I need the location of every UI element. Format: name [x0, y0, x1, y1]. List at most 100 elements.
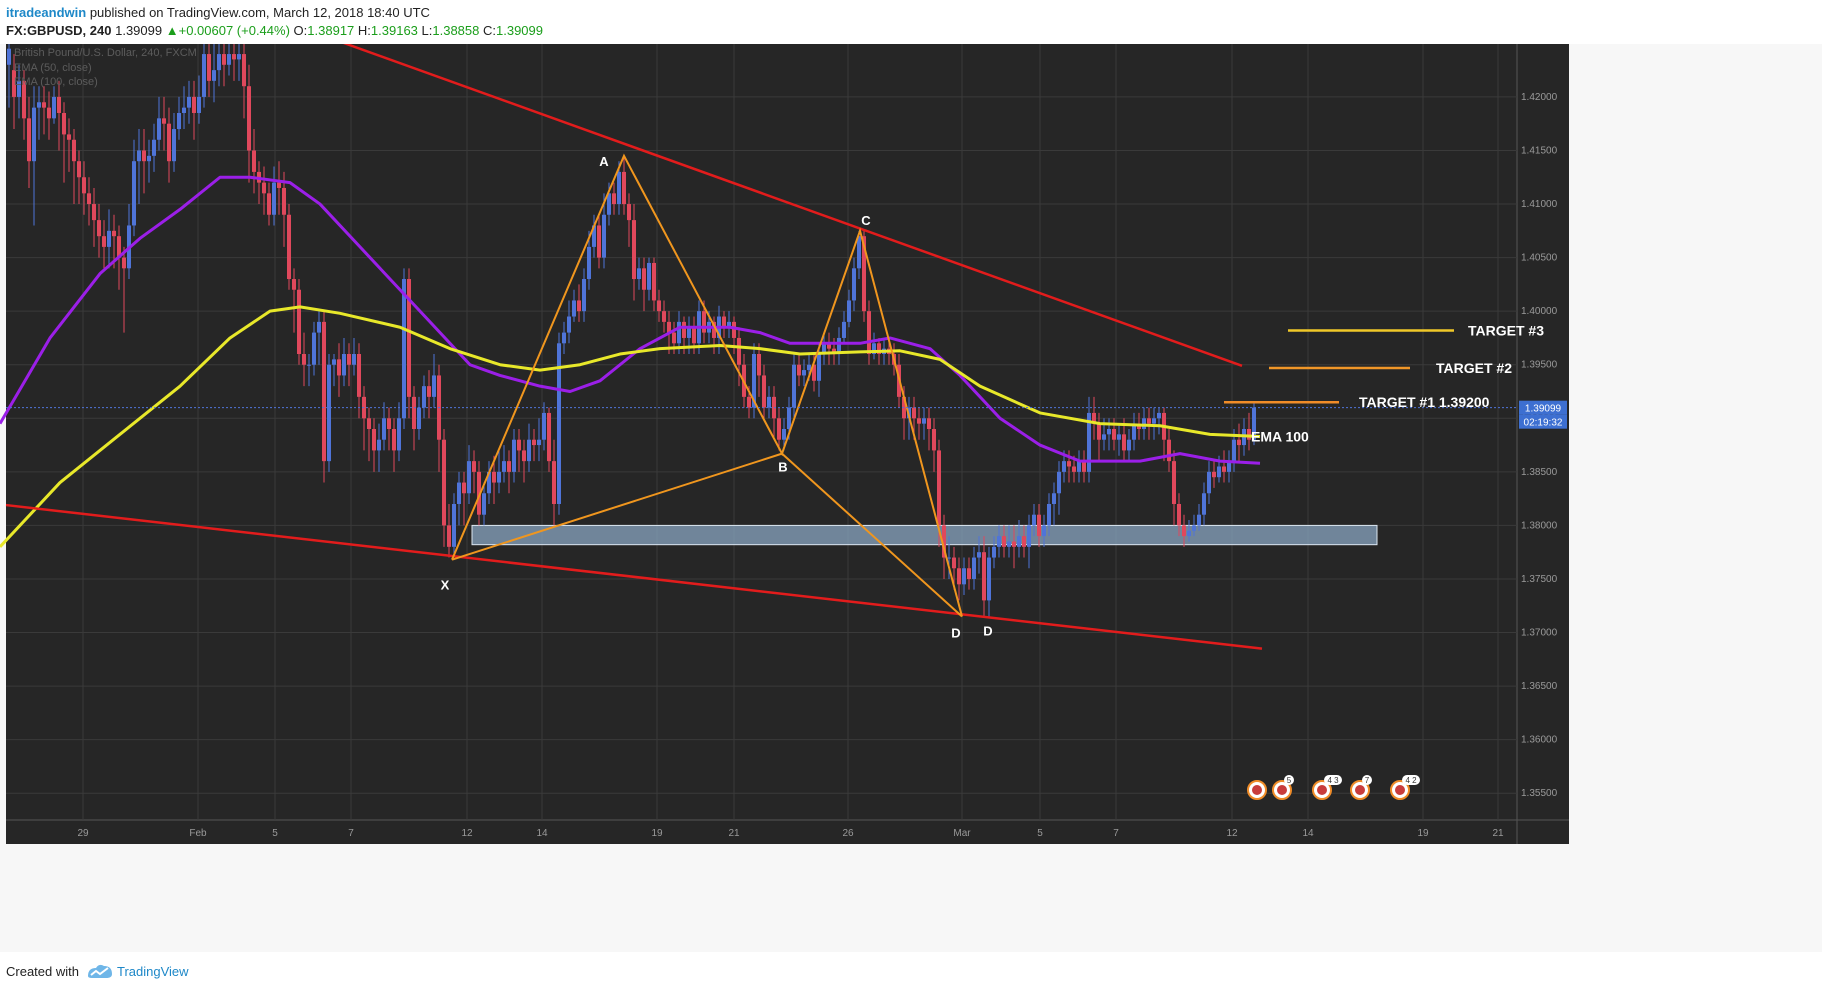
candle-body: [942, 525, 946, 558]
candle-body: [497, 471, 501, 483]
y-tick-label: 1.41000: [1521, 199, 1558, 210]
candle-down: [1237, 423, 1241, 462]
event-badge-count: 5: [1287, 776, 1292, 785]
candle-down: [77, 150, 81, 205]
candle-body: [1132, 423, 1136, 440]
candle-body: [237, 54, 241, 60]
candle-body: [987, 557, 991, 601]
candle-down: [282, 171, 286, 247]
pattern-point-label: C: [861, 213, 871, 228]
pattern-xb-line: [451, 452, 783, 561]
candle-body: [667, 321, 671, 333]
event-badge-count: 7: [1365, 776, 1370, 785]
candle-body: [1202, 493, 1206, 515]
price-chart[interactable]: 1.35500 1.36000 1.36500 1.37000 1.37500 1.380…: [0, 44, 1822, 952]
candle-down: [447, 503, 451, 558]
candle-body: [1087, 412, 1091, 472]
candle-up: [767, 386, 771, 419]
last-price-tag: [1519, 400, 1567, 415]
candle-body: [432, 375, 436, 397]
candle-body: [342, 354, 346, 376]
target-label: TARGET #2: [1436, 360, 1512, 376]
candle-body: [807, 364, 811, 371]
open-label: O:: [293, 23, 308, 38]
candle-body: [677, 321, 681, 344]
candle-up: [457, 471, 461, 526]
candle-body: [1082, 461, 1086, 472]
x-tick-label: 19: [651, 828, 663, 839]
candle-body: [277, 182, 281, 188]
candle-up: [487, 461, 491, 504]
candle-body: [597, 225, 601, 258]
candle-up: [992, 536, 996, 569]
candle-down: [577, 284, 581, 322]
candle-body: [552, 461, 556, 504]
candle-body: [622, 171, 626, 205]
candle-up: [272, 166, 276, 226]
candle-down: [232, 44, 236, 81]
candle-body: [852, 268, 856, 301]
candle-body: [307, 364, 311, 366]
candle-down: [982, 536, 986, 617]
candle-up: [1187, 520, 1191, 542]
candle-body: [627, 204, 631, 221]
candle-body: [602, 214, 606, 258]
candle-body: [222, 54, 226, 65]
candle-body: [1197, 514, 1201, 526]
candle-down: [92, 187, 96, 247]
x-tick-label: 21: [1492, 828, 1504, 839]
candle-body: [1192, 525, 1196, 531]
x-tick-label: 21: [728, 828, 740, 839]
candle-body: [472, 461, 476, 472]
candle-body: [372, 429, 376, 451]
candle-body: [1102, 434, 1106, 440]
candle-body: [1112, 429, 1116, 440]
author-name[interactable]: itradeandwin: [6, 5, 87, 20]
countdown-tag: [1519, 414, 1567, 429]
candle-down: [622, 155, 626, 215]
candle-up: [602, 193, 606, 269]
candle-body: [1172, 461, 1176, 504]
candle-down: [662, 300, 666, 333]
candle-body: [52, 96, 56, 119]
candle-body: [607, 193, 611, 215]
candle-up: [1142, 407, 1146, 440]
candle-body: [1002, 536, 1006, 547]
candle-up: [382, 402, 386, 451]
candle-up: [312, 321, 316, 376]
candle-up: [147, 139, 151, 183]
candle-up: [1127, 429, 1131, 462]
candle-up: [1157, 407, 1161, 435]
y-tick-label: 1.41500: [1521, 145, 1558, 156]
candle-down: [262, 166, 266, 215]
candle-up: [467, 445, 471, 504]
candle-body: [382, 418, 386, 440]
candle-body: [87, 193, 91, 205]
pattern-bd-line: [781, 452, 963, 618]
candle-body: [247, 86, 251, 151]
event-badge: [1362, 775, 1372, 785]
candle-down: [247, 64, 251, 183]
candle-down: [797, 354, 801, 387]
candle-body: [122, 257, 126, 269]
y-tick-label: 1.36500: [1521, 681, 1558, 692]
candle-down: [777, 407, 781, 451]
candle-body: [577, 300, 581, 312]
candle-up: [177, 96, 181, 140]
candle-body: [567, 316, 571, 333]
event-badge: [1402, 775, 1420, 785]
candle-body: [1017, 536, 1021, 547]
candle-body: [232, 54, 236, 60]
candle-down: [427, 370, 431, 419]
candle-body: [132, 161, 136, 226]
close-value: 1.39099: [496, 23, 543, 38]
candle-down: [867, 300, 871, 365]
candle-body: [387, 418, 391, 429]
candle-up: [37, 86, 41, 140]
candle-body: [317, 321, 321, 333]
tradingview-link[interactable]: TradingView: [117, 964, 189, 979]
event-badge: [1284, 775, 1294, 785]
candle-up: [157, 96, 161, 151]
event-badge-count: 4 2: [1405, 776, 1417, 785]
candle-body: [187, 96, 191, 108]
